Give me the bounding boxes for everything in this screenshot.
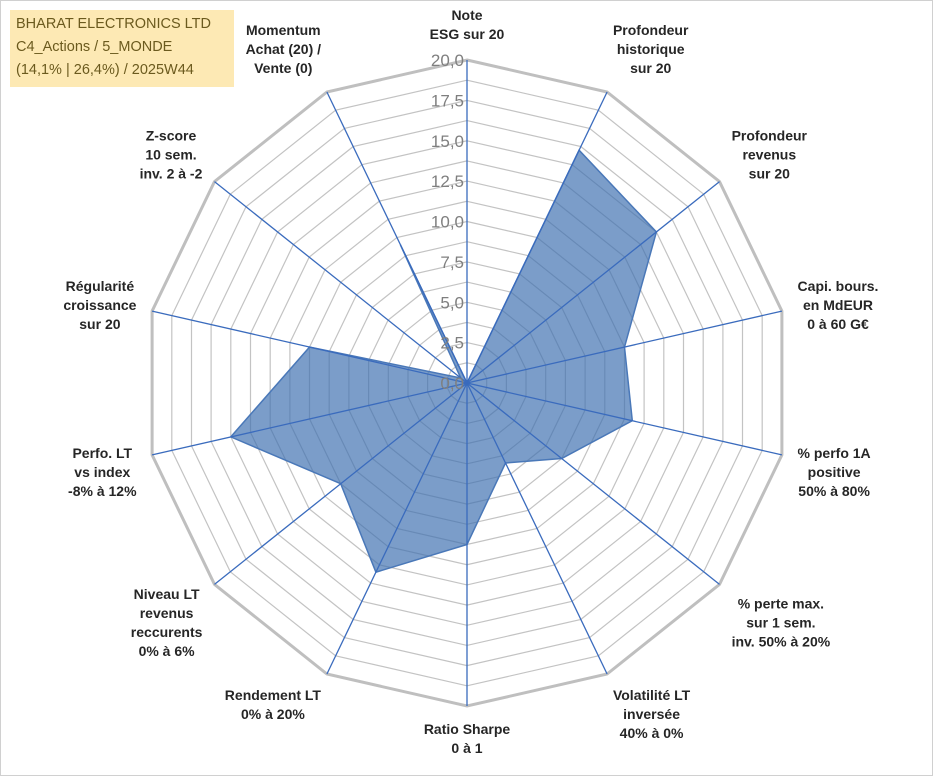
axis-labels: Note ESG sur 20 Profondeur historique sur 20… bbox=[63, 7, 878, 756]
axis-label: en MdEUR bbox=[803, 297, 873, 313]
axis-label: % perfo 1A bbox=[798, 445, 871, 461]
axis-spoke bbox=[214, 181, 468, 384]
axis-spokes bbox=[151, 60, 783, 706]
axis-label: Achat (20) / bbox=[246, 41, 322, 57]
axis-label: revenus bbox=[742, 147, 796, 163]
axis-label: Profondeur bbox=[732, 128, 808, 144]
axis-spoke bbox=[151, 310, 468, 384]
axis-spoke bbox=[466, 382, 608, 675]
axis-label: inversée bbox=[623, 706, 680, 722]
axis-spoke bbox=[326, 91, 468, 384]
axis-label: 0 à 60 G€ bbox=[807, 316, 869, 332]
company-name: BHARAT ELECTRONICS LTD bbox=[16, 16, 211, 32]
tick-label: 5,0 bbox=[440, 293, 464, 312]
axis-label: croissance bbox=[63, 297, 136, 313]
axis-spoke bbox=[466, 382, 720, 585]
axis-spoke bbox=[214, 382, 468, 585]
axis-label: Ratio Sharpe bbox=[424, 721, 511, 737]
tick-label: 2,5 bbox=[440, 334, 464, 353]
axis-label: ESG sur 20 bbox=[430, 26, 505, 42]
axis-spoke bbox=[466, 181, 720, 384]
axis-label: reccurents bbox=[131, 624, 203, 640]
title-box: BHARAT ELECTRONICS LTD C4_Actions / 5_MO… bbox=[10, 10, 234, 87]
axis-label: inv. 50% à 20% bbox=[732, 633, 831, 649]
axis-spoke bbox=[151, 382, 468, 456]
tick-label: 20,0 bbox=[431, 51, 464, 70]
axis-label: Profondeur bbox=[613, 22, 689, 38]
axis-label: % perte max. bbox=[738, 595, 824, 611]
axis-label: -8% à 12% bbox=[68, 483, 137, 499]
axis-label: sur 20 bbox=[79, 316, 120, 332]
axis-label: historique bbox=[617, 41, 685, 57]
axis-label: Perfo. LT bbox=[72, 445, 132, 461]
axis-label: Vente (0) bbox=[254, 60, 312, 76]
tick-label: 7,5 bbox=[440, 253, 464, 272]
axis-label: Z-score bbox=[146, 128, 197, 144]
axis-spoke bbox=[466, 91, 608, 384]
axis-label: inv. 2 à -2 bbox=[140, 166, 203, 182]
axis-spoke bbox=[466, 310, 783, 384]
period-label: (14,1% | 26,4%) / 2025W44 bbox=[16, 62, 194, 78]
axis-label: 0 à 1 bbox=[451, 740, 482, 756]
axis-label: sur 20 bbox=[630, 60, 671, 76]
axis-spoke bbox=[326, 382, 468, 675]
axis-label: 0% à 6% bbox=[139, 643, 196, 659]
category-label: C4_Actions / 5_MONDE bbox=[16, 39, 173, 55]
axis-label: Capi. bours. bbox=[798, 278, 879, 294]
axis-label: 0% à 20% bbox=[241, 706, 305, 722]
axis-label: positive bbox=[808, 464, 861, 480]
axis-label: Rendement LT bbox=[225, 687, 322, 703]
axis-spoke bbox=[466, 382, 783, 456]
tick-label: 0,0 bbox=[440, 374, 464, 393]
radial-tick-labels: 0,0 2,5 5,0 7,5 10,0 12,5 15,0 17,5 20,0 bbox=[431, 51, 464, 393]
axis-label: 10 sem. bbox=[145, 147, 196, 163]
axis-label: Régularité bbox=[66, 278, 135, 294]
axis-label: revenus bbox=[140, 605, 194, 621]
axis-label: Note bbox=[451, 7, 482, 23]
tick-label: 10,0 bbox=[431, 213, 464, 232]
axis-label: 40% à 0% bbox=[620, 725, 684, 741]
axis-label: Momentum bbox=[246, 22, 321, 38]
tick-label: 15,0 bbox=[431, 132, 464, 151]
tick-label: 12,5 bbox=[431, 172, 464, 191]
axis-label: Volatilité LT bbox=[613, 687, 691, 703]
axis-label: vs index bbox=[74, 464, 130, 480]
axis-label: sur 20 bbox=[749, 166, 790, 182]
axis-label: sur 1 sem. bbox=[746, 614, 815, 630]
axis-label: 50% à 80% bbox=[798, 483, 870, 499]
axis-label: Niveau LT bbox=[134, 586, 200, 602]
tick-label: 17,5 bbox=[431, 91, 464, 110]
